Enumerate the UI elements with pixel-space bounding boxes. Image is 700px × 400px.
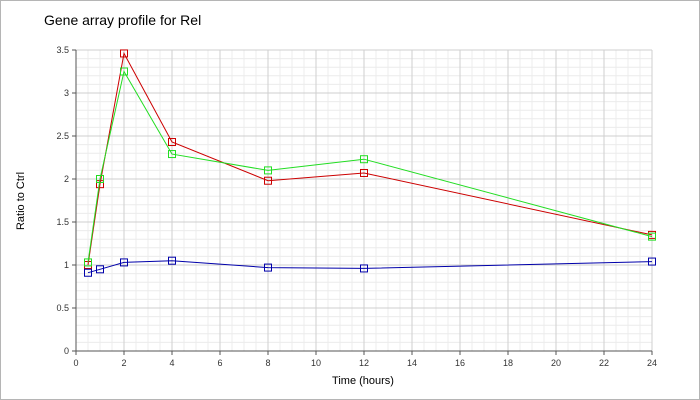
x-tick-label: 0: [73, 358, 78, 368]
series-3-point: [168, 256, 176, 265]
y-tick-label: 3: [64, 88, 69, 98]
y-tick-label: 0: [64, 346, 69, 356]
series-1-point: [168, 138, 176, 147]
series-3-point: [264, 263, 272, 272]
series-1-point: [264, 176, 272, 185]
series-3-point: [360, 264, 368, 273]
series-line-2: [87, 70, 653, 263]
x-tick-label: 6: [217, 358, 222, 368]
x-tick-label: 16: [455, 358, 465, 368]
series-line-1: [87, 51, 653, 266]
x-tick-label: 4: [169, 358, 174, 368]
series-3-point: [120, 258, 128, 267]
chart-title: Gene array profile for Rel: [44, 12, 202, 28]
x-tick-label: 10: [311, 358, 321, 368]
series-2-point: [168, 150, 176, 159]
series-2-point: [264, 166, 272, 175]
series-2-point: [360, 155, 368, 164]
series-1-point: [360, 168, 368, 177]
x-tick-label: 2: [121, 358, 126, 368]
x-tick-label: 20: [551, 358, 561, 368]
series-2-point: [648, 232, 656, 241]
series-3-point: [96, 265, 104, 274]
y-tick-label: 3.5: [56, 45, 69, 55]
x-tick-label: 12: [359, 358, 369, 368]
x-tick-label: 24: [647, 358, 657, 368]
series-2-point: [120, 67, 128, 76]
x-tick-label: 22: [599, 358, 609, 368]
series-2-point: [96, 175, 104, 183]
y-tick-label: 1: [64, 260, 69, 270]
y-tick-label: 2: [64, 174, 69, 184]
series-1-point: [120, 49, 128, 58]
y-tick-label: 0.5: [56, 303, 69, 313]
x-tick-label: 18: [503, 358, 513, 368]
series-3-point: [84, 268, 92, 277]
series-line-3: [87, 260, 653, 274]
x-axis-label: Time (hours): [332, 375, 394, 387]
x-tick-label: 14: [407, 358, 417, 368]
y-tick-label: 1.5: [56, 217, 69, 227]
y-tick-label: 2.5: [56, 131, 69, 141]
series-3-point: [648, 257, 656, 266]
x-tick-label: 8: [265, 358, 270, 368]
series-2-point: [84, 258, 92, 267]
